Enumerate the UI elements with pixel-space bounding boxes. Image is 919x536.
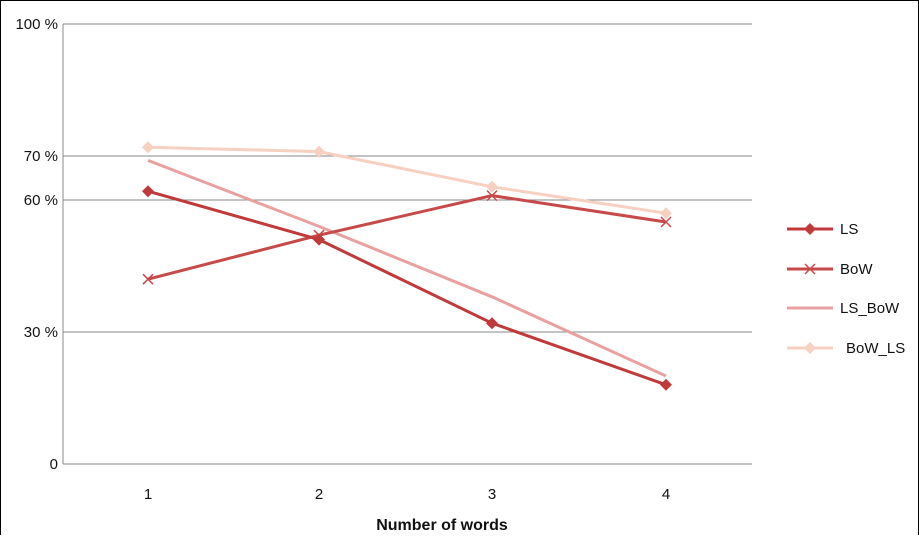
x-tick-label: 2	[315, 486, 323, 503]
data-point-ls	[660, 378, 672, 391]
legend-marker	[804, 342, 816, 354]
data-point-bow-ls	[486, 180, 498, 193]
legend-item-ls: LS	[787, 221, 858, 238]
y-tick-label: 30 %	[24, 324, 58, 341]
gridlines	[63, 23, 752, 333]
data-point-bow-ls	[660, 207, 672, 220]
legend-label: LS	[840, 221, 858, 238]
data-point-ls	[142, 185, 154, 198]
data-point-ls	[313, 233, 325, 246]
data-point-bow-ls	[313, 145, 325, 158]
data-point-bow	[660, 216, 672, 228]
series-line-bow	[147, 194, 667, 281]
x-tick-label: 1	[144, 486, 152, 503]
data-point-bow	[142, 273, 154, 285]
series-line-ls-bow	[147, 159, 667, 378]
legend-label: LS_BoW	[840, 300, 900, 317]
y-tick-label: 70 %	[24, 148, 58, 165]
data-point-bow	[486, 190, 498, 202]
series-bow-ls	[142, 141, 672, 220]
legend: LS BoW LS_BoW BoW_LS	[787, 221, 905, 357]
data-point-ls	[486, 317, 498, 330]
series-group	[142, 141, 672, 391]
x-tick-labels: 1 2 3 4	[144, 486, 670, 503]
series-ls	[142, 185, 672, 391]
x-tick-label: 4	[662, 486, 670, 503]
series-line-bow-ls	[147, 145, 667, 215]
y-tick-labels: 0 30 % 60 % 70 % 100 %	[15, 16, 58, 473]
legend-label: BoW_LS	[846, 340, 905, 357]
series-line-ls	[147, 189, 667, 387]
legend-item-bow: BoW	[787, 261, 873, 278]
y-tick-label: 100 %	[15, 16, 58, 33]
legend-marker	[804, 263, 816, 275]
series-bow	[142, 190, 672, 285]
y-tick-label: 60 %	[24, 192, 58, 209]
legend-item-ls-bow: LS_BoW	[787, 300, 900, 317]
legend-label: BoW	[840, 261, 873, 278]
y-tick-label: 0	[50, 456, 58, 473]
x-axis-title: Number of words	[376, 517, 508, 534]
x-tick-label: 3	[488, 486, 496, 503]
legend-item-bow-ls: BoW_LS	[787, 340, 905, 357]
legend-marker	[804, 223, 816, 235]
data-point-bow-ls	[142, 141, 154, 154]
series-ls-bow	[147, 159, 667, 378]
